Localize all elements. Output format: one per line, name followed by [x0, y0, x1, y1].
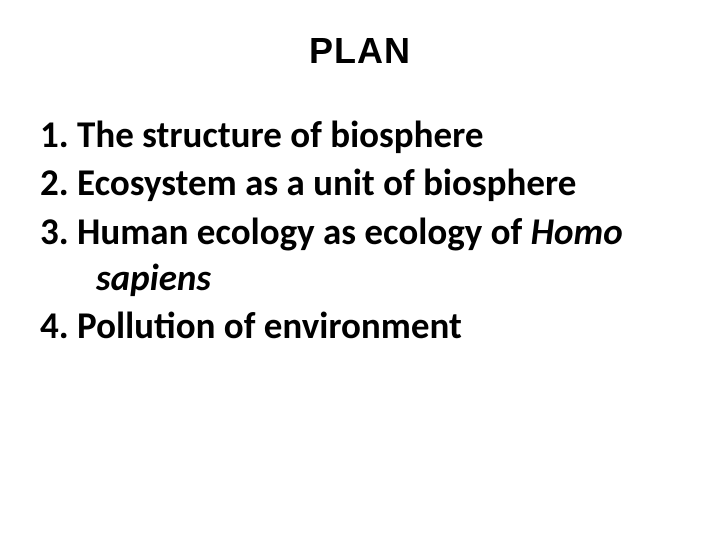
slide-title: PLAN	[40, 30, 680, 72]
list-item: Ecosystem as a unit of biosphere	[40, 160, 680, 206]
list-item-text: Pollution of environment	[77, 303, 462, 348]
list-item: Human ecology as ecology of Homo sapiens	[40, 209, 680, 302]
list-item-text: The structure of biosphere	[77, 112, 484, 157]
plan-list: The structure of biosphere Ecosystem as …	[40, 112, 680, 349]
list-item: The structure of biosphere	[40, 112, 680, 158]
list-item: Pollution of environment	[40, 303, 680, 349]
list-item-text: Ecosystem as a unit of biosphere	[77, 160, 576, 205]
list-item-text-before: Human ecology as ecology of	[77, 209, 531, 254]
